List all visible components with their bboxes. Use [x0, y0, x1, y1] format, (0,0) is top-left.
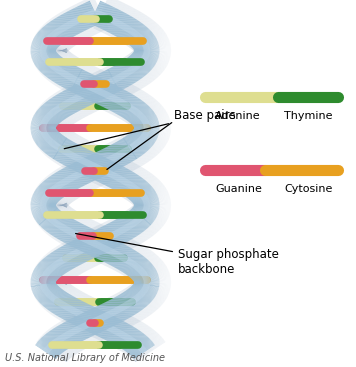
Text: Thymine: Thymine [284, 111, 333, 121]
Text: Guanine: Guanine [215, 184, 262, 194]
Text: U.S. National Library of Medicine: U.S. National Library of Medicine [5, 353, 165, 363]
Text: Adenine: Adenine [215, 111, 261, 121]
Text: Cytosine: Cytosine [285, 184, 333, 194]
Text: Sugar phosphate
backbone: Sugar phosphate backbone [75, 233, 279, 276]
Text: Base pairs: Base pairs [64, 109, 236, 149]
